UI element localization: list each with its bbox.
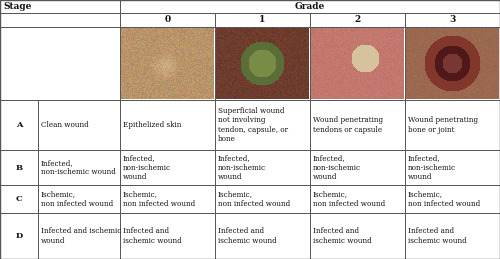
Bar <box>310 13 405 27</box>
Bar <box>120 100 215 150</box>
Text: Epithelized skin: Epithelized skin <box>123 121 182 129</box>
Bar <box>310 27 405 100</box>
Bar <box>215 185 310 213</box>
Text: Infected and
ischemic wound: Infected and ischemic wound <box>123 227 182 244</box>
Bar <box>215 27 310 100</box>
Bar <box>120 13 215 27</box>
Text: B: B <box>16 163 22 171</box>
Text: Wound penetrating
tendons or capsule: Wound penetrating tendons or capsule <box>313 116 383 134</box>
Bar <box>0 13 120 27</box>
Text: 0: 0 <box>164 16 170 25</box>
Text: Infected,
non-ischemic
wound: Infected, non-ischemic wound <box>218 154 266 181</box>
Bar <box>405 100 500 150</box>
Text: Stage: Stage <box>3 2 32 11</box>
Bar <box>405 13 500 27</box>
Text: D: D <box>16 232 22 240</box>
Bar <box>215 213 310 259</box>
Text: Superficial wound
not involving
tendon, capsule, or
bone: Superficial wound not involving tendon, … <box>218 107 288 143</box>
Bar <box>215 100 310 150</box>
Bar <box>405 27 500 100</box>
Text: C: C <box>16 195 22 203</box>
Bar <box>38 150 120 185</box>
Text: Infected,
non-ischemic
wound: Infected, non-ischemic wound <box>313 154 361 181</box>
Text: Infected,
non-ischemic
wound: Infected, non-ischemic wound <box>408 154 456 181</box>
Text: Wound penetrating
bone or joint: Wound penetrating bone or joint <box>408 116 478 134</box>
Text: Ischemic,
non infected wound: Ischemic, non infected wound <box>218 190 290 208</box>
Bar <box>0 27 120 100</box>
Bar <box>405 185 500 213</box>
Bar <box>0 213 38 259</box>
Text: A: A <box>16 121 22 129</box>
Bar <box>120 150 215 185</box>
Text: Infected and
ischemic wound: Infected and ischemic wound <box>408 227 467 244</box>
Bar <box>38 100 120 150</box>
Bar <box>0 0 120 13</box>
Bar <box>0 100 38 150</box>
Bar <box>38 185 120 213</box>
Text: Ischemic,
non infected wound: Ischemic, non infected wound <box>408 190 480 208</box>
Text: Clean wound: Clean wound <box>41 121 89 129</box>
Bar <box>405 150 500 185</box>
Bar <box>310 213 405 259</box>
Text: Grade: Grade <box>295 2 325 11</box>
Bar <box>310 150 405 185</box>
Bar <box>120 0 500 13</box>
Bar <box>310 185 405 213</box>
Bar <box>405 213 500 259</box>
Text: 2: 2 <box>354 16 360 25</box>
Text: Infected and ischemic
wound: Infected and ischemic wound <box>41 227 121 244</box>
Bar <box>120 185 215 213</box>
Bar <box>120 213 215 259</box>
Text: Infected and
ischemic wound: Infected and ischemic wound <box>218 227 277 244</box>
Bar <box>215 150 310 185</box>
Bar <box>0 150 38 185</box>
Text: 1: 1 <box>260 16 266 25</box>
Text: Ischemic,
non infected wound: Ischemic, non infected wound <box>313 190 385 208</box>
Bar <box>38 213 120 259</box>
Bar <box>310 100 405 150</box>
Text: Infected,
non-ischemic wound: Infected, non-ischemic wound <box>41 159 116 176</box>
Text: 3: 3 <box>450 16 456 25</box>
Text: Infected,
non-ischemic
wound: Infected, non-ischemic wound <box>123 154 171 181</box>
Text: Infected and
ischemic wound: Infected and ischemic wound <box>313 227 372 244</box>
Bar <box>215 13 310 27</box>
Text: Ischemic,
non infected wound: Ischemic, non infected wound <box>41 190 113 208</box>
Text: Ischemic,
non infected wound: Ischemic, non infected wound <box>123 190 195 208</box>
Bar <box>0 185 38 213</box>
Bar <box>120 27 215 100</box>
